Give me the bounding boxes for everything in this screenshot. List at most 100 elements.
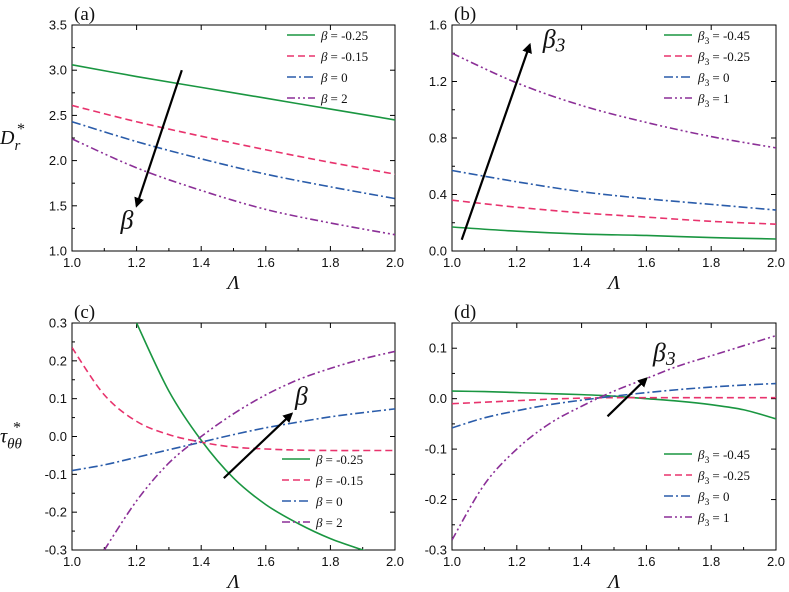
- y-tick-label: 0.0: [49, 429, 67, 444]
- x-tick-label: 1.0: [443, 255, 461, 270]
- panel-d: 1.0 1.2 1.4 1.6 1.8 2.0 -0.3 -0.2 -0.1 0.0 0.1 (d) Λ…: [425, 302, 785, 592]
- legend-entry-2-symbol: β: [320, 49, 328, 64]
- legend-entry-3: β = 0: [315, 494, 343, 509]
- x-tick-label: 1.0: [63, 554, 81, 569]
- legend-entry-3-value: = 0: [712, 489, 729, 504]
- y-axis-label: Dr: [0, 127, 20, 154]
- legend-entry-1-subscript: 3: [704, 36, 709, 47]
- legend-entry-3: β3 = 0: [697, 70, 729, 89]
- x-tick-label: 2.0: [767, 554, 785, 569]
- arrow-label-symbol: β: [652, 338, 666, 367]
- legend-entry-1-symbol: β: [697, 28, 705, 43]
- legend-entry-3-value: = 0: [325, 494, 342, 509]
- legend-entry-1-value: = -0.25: [325, 452, 363, 467]
- arrow-label-subscript: 3: [665, 349, 676, 370]
- x-tick-label: 1.8: [702, 554, 720, 569]
- legend-entry-2-subscript: 3: [704, 57, 709, 68]
- legend-entry-2-value: = -0.25: [712, 468, 750, 483]
- legend-entry-4: β3 = 1: [697, 510, 729, 529]
- legend-entry-1-symbol: β: [315, 452, 323, 467]
- legend-entry-3-subscript: 3: [704, 497, 709, 508]
- legend-entry-4-value: = 2: [325, 515, 342, 530]
- series-line-1: [72, 63, 395, 121]
- legend-entry-3-value: = 0: [712, 70, 729, 85]
- y-tick-label: 1.5: [49, 198, 67, 213]
- legend-entry-4-subscript: 3: [704, 99, 709, 110]
- plot-frame: [71, 322, 396, 551]
- arrow-label-symbol: β: [542, 25, 556, 54]
- arrow-label: β: [119, 205, 133, 234]
- x-axis-label: Λ: [606, 571, 620, 592]
- series-line-2: [452, 396, 776, 405]
- series-line-4: [452, 334, 776, 541]
- arrow-label-symbol: β: [119, 205, 133, 234]
- legend: β = -0.25β = -0.15β = 0β = 2: [287, 28, 368, 106]
- series-line-4: [452, 52, 776, 149]
- x-tick-label: 1.6: [637, 255, 655, 270]
- arrow-label: β3: [542, 25, 566, 57]
- y-tick-label: 3.5: [49, 18, 67, 33]
- arrow-label: β: [294, 381, 308, 410]
- series-group: [72, 63, 395, 236]
- x-tick-label: 1.4: [573, 554, 591, 569]
- y-tick-label: -0.3: [45, 543, 67, 558]
- y-tick-label: 0.0: [429, 244, 447, 259]
- arrow-label-symbol: β: [294, 381, 308, 410]
- legend-entry-4-value: = 1: [712, 91, 729, 106]
- x-tick-label: 1.2: [508, 255, 526, 270]
- legend-entry-4: β3 = 1: [697, 91, 729, 110]
- panel-a: 1.0 1.2 1.4 1.6 1.8 2.0 1.0 1.5 2.0 2.5 3.0 3.5 (a) Λ…: [0, 4, 404, 294]
- series-group: [72, 323, 395, 550]
- legend-entry-3-symbol: β: [697, 70, 705, 85]
- x-tick-label: 1.8: [321, 554, 339, 569]
- legend-entry-4-symbol: β: [697, 510, 705, 525]
- panel-label: (d): [454, 302, 476, 323]
- series-line-4: [103, 350, 395, 550]
- series-line-3: [72, 120, 395, 200]
- x-tick-label: 1.4: [192, 255, 210, 270]
- trend-arrow: [134, 69, 183, 208]
- legend-entry-3-value: = 0: [330, 70, 347, 85]
- legend-entry-2-subscript: 3: [704, 476, 709, 487]
- series-line-3: [452, 382, 776, 429]
- legend-entry-1-symbol: β: [320, 28, 328, 43]
- legend-entry-4-symbol: β: [320, 91, 328, 106]
- panel-label: (a): [74, 4, 95, 25]
- y-tick-label: -0.2: [425, 492, 447, 507]
- x-axis-label: Λ: [225, 272, 239, 294]
- series-group: [452, 52, 776, 240]
- y-tick-label: -0.3: [425, 543, 447, 558]
- legend-entry-1: β3 = -0.45: [697, 28, 750, 47]
- x-tick-label: 2.0: [767, 255, 785, 270]
- y-tick-label: -0.1: [425, 442, 447, 457]
- legend-entry-4-value: = 2: [330, 91, 347, 106]
- panel-b: 1.0 1.2 1.4 1.6 1.8 2.00.00.40.81.21.6 (b)Λβ3β…: [429, 4, 785, 294]
- legend-entry-2: β = -0.15: [315, 473, 363, 488]
- series-line-1: [452, 390, 776, 420]
- legend-entry-3-subscript: 3: [704, 78, 709, 89]
- legend-entry-1: β = -0.25: [315, 452, 363, 467]
- trend-arrow: [606, 377, 648, 418]
- x-tick-label: 1.2: [128, 554, 146, 569]
- legend-entry-3: β3 = 0: [697, 489, 729, 508]
- x-tick-label: 1.8: [321, 255, 339, 270]
- legend-entry-1-value: = -0.45: [712, 447, 750, 462]
- trend-arrow: [223, 412, 294, 479]
- y-axis-label-subscript: θθ: [7, 437, 22, 453]
- legend-entry-4-symbol: β: [697, 91, 705, 106]
- y-tick-label: 0.2: [49, 353, 67, 368]
- legend-entry-4: β = 2: [320, 91, 348, 106]
- y-tick-label: -0.2: [45, 505, 67, 520]
- x-tick-label: 1.4: [573, 255, 591, 270]
- series-line-2: [72, 104, 395, 175]
- y-tick-label: 0.8: [429, 131, 447, 146]
- legend-entry-3: β = 0: [320, 70, 348, 85]
- x-tick-label: 1.0: [443, 554, 461, 569]
- x-tick-label: 2.0: [386, 554, 404, 569]
- legend-entry-2-symbol: β: [697, 468, 705, 483]
- y-tick-label: 2.5: [49, 108, 67, 123]
- arrow-label-subscript: 3: [555, 36, 566, 57]
- legend-entry-2-value: = -0.15: [330, 49, 368, 64]
